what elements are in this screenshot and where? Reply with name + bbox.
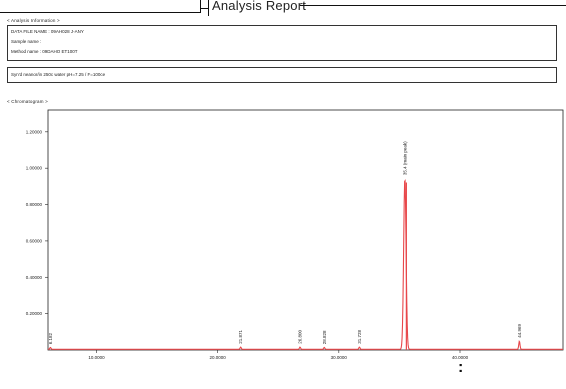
conditions-text: Syn'd neanor/in 250c water pH=7.25 / F=1… bbox=[11, 72, 106, 77]
report-title-frame bbox=[0, 0, 201, 13]
method-name: Method name : 09DAHO ET100T bbox=[11, 49, 78, 54]
conditions-box: Syn'd neanor/in 250c water pH=7.25 / F=1… bbox=[7, 67, 557, 83]
header-rule-right bbox=[300, 5, 566, 6]
x-tick-label: 30.0000 bbox=[331, 355, 348, 360]
peak-label: 26.800 bbox=[298, 330, 303, 344]
y-tick-label: 0.60000 bbox=[26, 238, 43, 243]
peak-label: 21.871 bbox=[238, 330, 243, 344]
y-tick-label: 1.20000 bbox=[26, 129, 43, 134]
x-tick-label: 10.0000 bbox=[88, 355, 105, 360]
plot-frame bbox=[47, 109, 564, 351]
y-tick-label: 1.00000 bbox=[26, 166, 43, 171]
sample-info-box: DATA FILE NAME : 09AH028 J-ANY Sample na… bbox=[7, 25, 557, 61]
header-rule-left bbox=[200, 8, 208, 9]
sample-name: Sample name : bbox=[11, 39, 42, 44]
section-label-analysis-info: < Analysis Information > bbox=[7, 18, 60, 23]
peak-label: 6.182 bbox=[48, 332, 53, 344]
peak-label: 31.728 bbox=[357, 330, 362, 344]
y-tick-label: 0.80000 bbox=[26, 202, 43, 207]
y-tick-label: 0.20000 bbox=[26, 311, 43, 316]
x-tick-label: 20.0000 bbox=[210, 355, 227, 360]
y-tick-label: 0.40000 bbox=[26, 275, 43, 280]
peak-label: 35.4 (main peak) bbox=[402, 141, 407, 175]
data-file-name: DATA FILE NAME : 09AH028 J-ANY bbox=[11, 29, 84, 34]
title-divider bbox=[208, 0, 209, 16]
report-title: Analysis Report bbox=[212, 0, 307, 13]
peak-label: 28.828 bbox=[322, 330, 327, 344]
peak-label: 44.969 bbox=[517, 324, 522, 338]
footer-marker: : bbox=[458, 359, 464, 376]
chromatogram-chart: 0.20000 0.40000 0.60000 0.80000 1.00000 1.200… bbox=[26, 109, 564, 360]
section-label-chromatogram: < Chromatogram > bbox=[7, 99, 48, 104]
x-tick-label: 40.0000 bbox=[452, 355, 469, 360]
chromatogram-trace bbox=[48, 179, 563, 350]
